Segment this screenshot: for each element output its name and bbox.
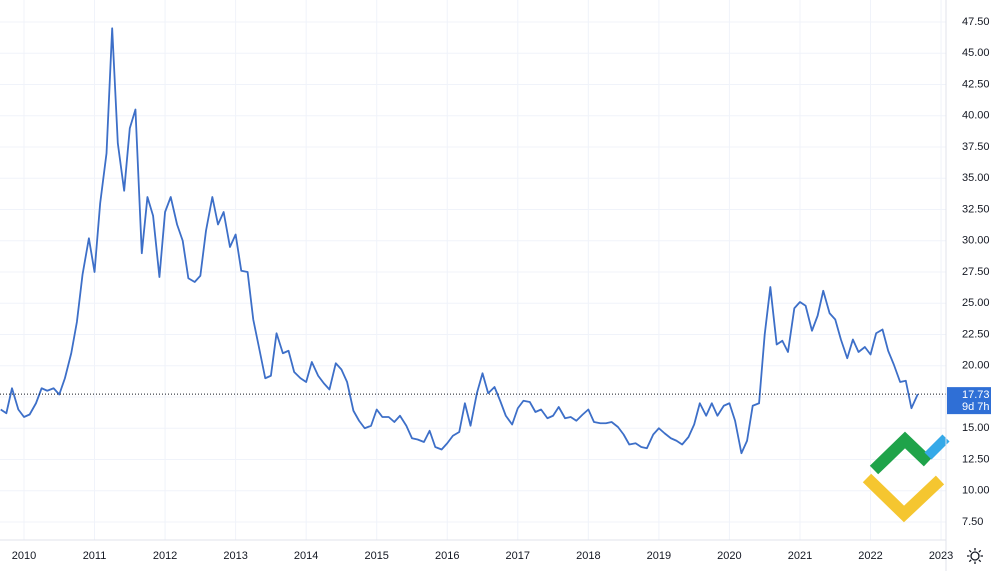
y-tick-label: 35.00 bbox=[962, 172, 990, 184]
y-tick-label: 7.50 bbox=[962, 516, 983, 528]
logo-yellow bbox=[862, 473, 945, 523]
y-tick-label: 40.00 bbox=[962, 110, 990, 122]
settings-gear[interactable] bbox=[970, 551, 980, 561]
logo bbox=[862, 431, 950, 523]
x-tick-label: 2010 bbox=[12, 550, 36, 562]
x-tick-label: 2022 bbox=[858, 550, 882, 562]
y-tick-label: 15.00 bbox=[962, 422, 990, 434]
price-line bbox=[0, 27, 919, 455]
y-tick-label: 10.00 bbox=[962, 485, 990, 497]
logo-green bbox=[869, 431, 933, 475]
y-tick-label: 42.50 bbox=[962, 78, 990, 90]
y-tick-label: 30.00 bbox=[962, 235, 990, 247]
x-tick-label: 2015 bbox=[364, 550, 388, 562]
y-tick-label: 45.00 bbox=[962, 47, 990, 59]
y-tick-label: 22.50 bbox=[962, 328, 990, 340]
grid bbox=[0, 0, 946, 540]
x-tick-label: 2016 bbox=[435, 550, 459, 562]
x-tick-label: 2013 bbox=[223, 550, 247, 562]
y-tick-label: 32.50 bbox=[962, 203, 990, 215]
y-tick-label: 25.00 bbox=[962, 297, 990, 309]
x-tick-label: 2018 bbox=[576, 550, 600, 562]
y-tick-label: 27.50 bbox=[962, 266, 990, 278]
axes: 7.5010.0012.5015.0017.5020.0022.5025.002… bbox=[12, 16, 991, 562]
current-price-badge bbox=[947, 387, 991, 415]
current-price-label: 17.73 bbox=[962, 389, 990, 401]
x-tick-label: 2011 bbox=[83, 550, 107, 562]
x-tick-label: 2017 bbox=[506, 550, 530, 562]
x-tick-label: 2023 bbox=[929, 550, 953, 562]
x-tick-label: 2019 bbox=[647, 550, 671, 562]
countdown-label: 9d 7h bbox=[962, 401, 990, 413]
y-tick-label: 37.50 bbox=[962, 141, 990, 153]
x-tick-label: 2021 bbox=[788, 550, 812, 562]
logo-blue bbox=[924, 434, 950, 460]
y-tick-label: 12.50 bbox=[962, 453, 990, 465]
x-tick-label: 2014 bbox=[294, 550, 318, 562]
y-tick-label: 20.00 bbox=[962, 360, 990, 372]
x-tick-label: 2012 bbox=[153, 550, 177, 562]
settings-gear-teeth[interactable] bbox=[967, 548, 983, 564]
settings-icon[interactable] bbox=[967, 548, 983, 564]
y-tick-label: 47.50 bbox=[962, 16, 990, 28]
x-tick-label: 2020 bbox=[717, 550, 741, 562]
plot bbox=[0, 27, 946, 455]
